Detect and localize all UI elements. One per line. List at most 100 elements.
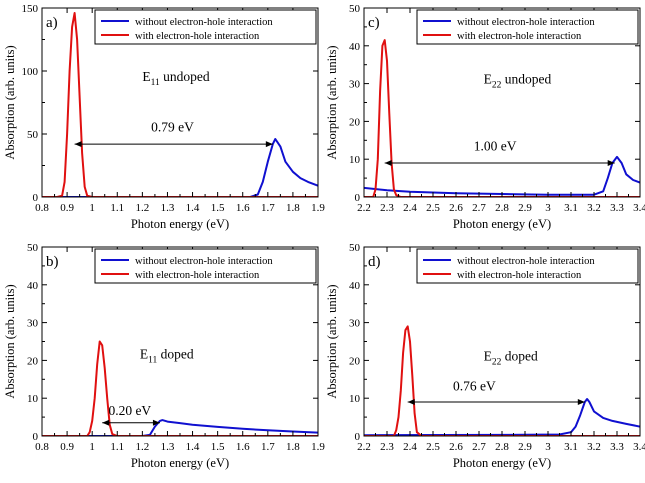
- arrow-head-right: [152, 419, 160, 426]
- x-tick-label: 1.6: [236, 441, 250, 453]
- x-tick-label: 2.9: [518, 441, 532, 453]
- arrow-head-right: [577, 398, 585, 405]
- x-tick-label: 1.5: [211, 202, 225, 214]
- legend-box: [94, 9, 317, 45]
- legend-label: without electron-hole interaction: [457, 17, 595, 28]
- legend: without electron-hole interaction with el…: [416, 9, 639, 45]
- series-line-with-interaction: [42, 340, 318, 436]
- y-tick-label: 0: [33, 431, 39, 443]
- x-tick-label: 1.7: [261, 441, 275, 453]
- x-tick-label: 1.9: [311, 441, 325, 453]
- x-tick-label: 3.4: [633, 441, 645, 453]
- shift-value-label: 0.20 eV: [108, 403, 151, 418]
- y-tick-label: 0: [355, 192, 361, 204]
- series-line-with-interaction: [364, 39, 640, 197]
- x-tick-label: 2.4: [403, 441, 417, 453]
- y-tick-label: 40: [27, 280, 39, 292]
- arrow-head-left: [102, 419, 110, 426]
- chart-panel-1: 0.8 0.9 1 1.1 1.2 1.3 1.4 1.5 1.6 1.7 1.8 1.9 0 50 100…: [3, 3, 325, 231]
- x-tick-label: 1.5: [211, 441, 225, 453]
- y-tick-label: 30: [349, 318, 361, 330]
- shift-value-label: 0.76 eV: [453, 379, 496, 394]
- x-tick-label: 2.3: [380, 441, 394, 453]
- x-tick-label: 2.5: [426, 441, 440, 453]
- y-tick-label: 50: [27, 242, 39, 254]
- x-tick-label: 1.8: [286, 202, 300, 214]
- x-tick-label: 1.1: [110, 441, 124, 453]
- legend: without electron-hole interaction with el…: [416, 248, 639, 284]
- legend-label: with electron-hole interaction: [457, 31, 582, 42]
- x-tick-label: 1.2: [135, 202, 149, 214]
- x-tick-label: 3: [545, 202, 551, 214]
- legend-label: without electron-hole interaction: [135, 17, 273, 28]
- legend-box: [94, 248, 317, 284]
- x-tick-label: 2.2: [357, 441, 371, 453]
- legend-box: [416, 9, 639, 45]
- y-tick-label: 10: [27, 393, 39, 405]
- x-tick-label: 1: [89, 441, 95, 453]
- x-axis-label: Photon energy (eV): [131, 456, 229, 470]
- chart-panel-2: 2.2 2.3 2.4 2.5 2.6 2.7 2.8 2.9 3 3.1 3.2 3.3 3.4 0 10…: [325, 3, 645, 231]
- y-axis-label: Absorption (arb. units): [325, 284, 339, 398]
- panel-label: b): [46, 254, 59, 270]
- x-tick-label: 2.4: [403, 202, 417, 214]
- y-tick-label: 30: [349, 79, 361, 91]
- chart-panel-3: 0.8 0.9 1 1.1 1.2 1.3 1.4 1.5 1.6 1.7 1.8 1.9 0 10 20 3…: [3, 242, 325, 470]
- arrow-head-right: [607, 159, 615, 166]
- legend-label: without electron-hole interaction: [135, 256, 273, 267]
- arrow-head-left: [74, 141, 82, 148]
- y-tick-label: 0: [33, 192, 39, 204]
- y-tick-label: 50: [349, 3, 361, 15]
- y-tick-label: 20: [349, 355, 361, 367]
- x-tick-label: 2.6: [449, 202, 463, 214]
- legend-label: without electron-hole interaction: [457, 256, 595, 267]
- y-tick-label: 10: [349, 154, 361, 166]
- series-line-with-interaction: [42, 12, 318, 197]
- x-tick-label: 3.3: [610, 202, 624, 214]
- x-axis-label: Photon energy (eV): [453, 217, 551, 231]
- x-tick-label: 1.8: [286, 441, 300, 453]
- y-axis-label: Absorption (arb. units): [3, 284, 17, 398]
- x-tick-label: 1.3: [161, 202, 175, 214]
- x-tick-label: 3.2: [587, 202, 601, 214]
- x-axis-label: Photon energy (eV): [453, 456, 551, 470]
- y-tick-label: 10: [349, 393, 361, 405]
- x-tick-label: 1.1: [110, 202, 124, 214]
- shift-value-label: 0.79 eV: [151, 119, 194, 134]
- x-tick-label: 1.2: [135, 441, 149, 453]
- y-tick-label: 40: [349, 41, 361, 53]
- y-tick-label: 50: [27, 129, 39, 141]
- series-line-without-interaction: [364, 398, 640, 436]
- x-tick-label: 2.3: [380, 202, 394, 214]
- y-tick-label: 30: [27, 318, 39, 330]
- transition-label: E11 undoped: [142, 69, 210, 88]
- x-tick-label: 0.8: [35, 441, 49, 453]
- legend: without electron-hole interaction with el…: [94, 9, 317, 45]
- x-tick-label: 2.7: [472, 202, 486, 214]
- x-tick-label: 1.7: [261, 202, 275, 214]
- panel-label: a): [46, 15, 58, 31]
- x-tick-label: 0.8: [35, 202, 49, 214]
- x-tick-label: 2.5: [426, 202, 440, 214]
- y-axis-label: Absorption (arb. units): [3, 45, 17, 159]
- x-tick-label: 3.1: [564, 441, 578, 453]
- series-line-with-interaction: [364, 325, 640, 436]
- y-axis-label: Absorption (arb. units): [325, 45, 339, 159]
- legend-box: [416, 248, 639, 284]
- panel-label: d): [368, 254, 381, 270]
- x-tick-label: 2.2: [357, 202, 371, 214]
- x-tick-label: 3.3: [610, 441, 624, 453]
- legend: without electron-hole interaction with el…: [94, 248, 317, 284]
- transition-label: E22 doped: [484, 348, 538, 367]
- arrow-head-right: [265, 141, 273, 148]
- x-tick-label: 3.2: [587, 441, 601, 453]
- y-tick-label: 20: [349, 116, 361, 128]
- arrow-head-left: [407, 398, 415, 405]
- y-tick-label: 40: [349, 280, 361, 292]
- x-tick-label: 3: [545, 441, 551, 453]
- x-axis-label: Photon energy (eV): [131, 217, 229, 231]
- shift-value-label: 1.00 eV: [474, 139, 517, 154]
- series-line-without-interaction: [364, 155, 640, 196]
- x-tick-label: 0.9: [60, 202, 74, 214]
- x-tick-label: 2.6: [449, 441, 463, 453]
